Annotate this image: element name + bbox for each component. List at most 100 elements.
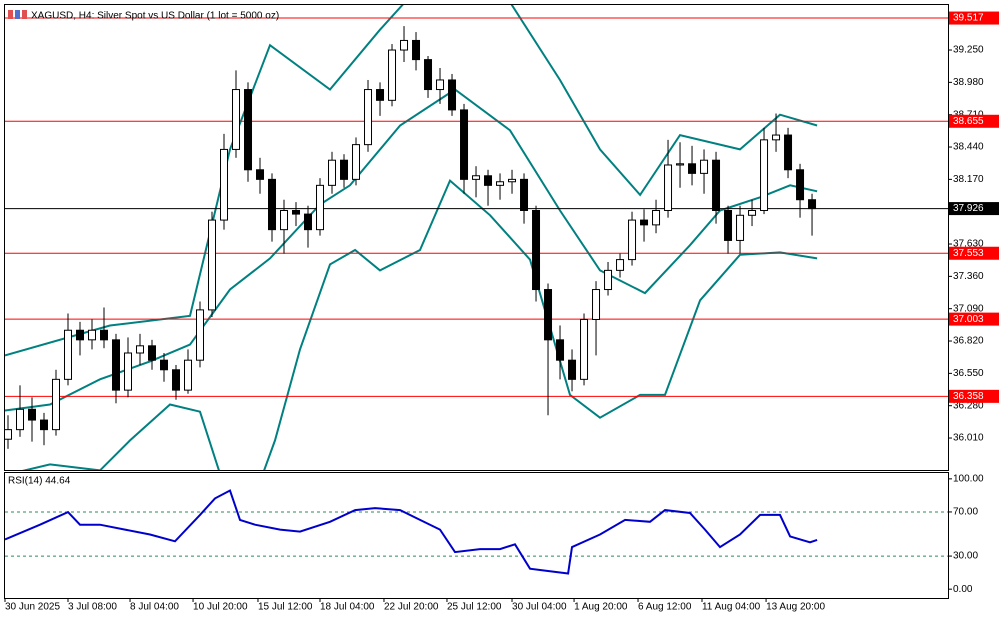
rsi-panel	[5, 489, 948, 575]
candle-body	[580, 318, 589, 380]
candle-body	[736, 214, 745, 241]
bollinger-band	[5, 88, 818, 412]
y-tick-label: 37.630	[953, 239, 984, 250]
x-tick-label: 10 Jul 20:00	[193, 602, 248, 613]
candle-body	[124, 352, 133, 391]
axes: 39.25038.98038.71038.44038.17037.63037.3…	[4, 11, 999, 613]
rsi-label: RSI(14) 44.64	[8, 476, 71, 487]
candle-body	[256, 169, 265, 180]
candle-body	[352, 144, 361, 180]
candle-body	[568, 359, 577, 380]
y-tick-label: 38.170	[953, 174, 984, 185]
x-tick-label: 15 Jul 12:00	[258, 602, 313, 613]
level-label: 37.003	[953, 314, 984, 325]
candle-body	[664, 164, 673, 211]
y-tick-label: 36.550	[953, 368, 984, 379]
x-tick-label: 30 Jul 04:00	[512, 602, 567, 613]
candle-body	[160, 359, 169, 371]
candle-body	[724, 209, 733, 241]
candle-body	[388, 49, 397, 101]
candle-body	[64, 329, 73, 380]
level-label: 36.358	[953, 391, 984, 402]
x-tick-label: 3 Jul 08:00	[68, 602, 117, 613]
x-tick-label: 11 Aug 04:00	[702, 602, 761, 613]
y-tick-label: 0.00	[953, 584, 973, 595]
candle-body	[496, 181, 505, 186]
level-label-box	[949, 246, 999, 260]
y-tick-label: 39.250	[953, 45, 984, 56]
candle-body	[532, 209, 541, 291]
level-label: 37.553	[953, 248, 984, 259]
candle-body	[5, 429, 13, 440]
candle-body	[424, 59, 433, 91]
bollinger-band	[22, 178, 818, 470]
candle-body	[412, 39, 421, 61]
main-panel	[5, 5, 948, 470]
candle-body	[604, 269, 613, 291]
candle-body	[748, 209, 757, 216]
candle-body	[640, 219, 649, 226]
level-label: 38.655	[953, 116, 984, 127]
y-tick-label: 100.00	[953, 473, 984, 484]
x-tick-label: 13 Aug 20:00	[766, 602, 825, 613]
y-tick-label: 37.360	[953, 271, 984, 282]
candle-body	[268, 178, 277, 231]
candle-body	[508, 178, 517, 183]
rsi-line	[5, 489, 818, 575]
level-label-box	[949, 389, 999, 403]
candle-body	[316, 184, 325, 231]
candle-body	[112, 339, 121, 391]
candle-body	[292, 209, 301, 215]
candle-body	[328, 159, 337, 186]
last-price-label: 37.926	[953, 203, 984, 214]
candle-body	[712, 159, 721, 211]
candle-body	[88, 329, 97, 341]
candle-body	[76, 329, 85, 341]
x-tick-label: 6 Aug 12:00	[638, 602, 692, 613]
candle-body	[472, 175, 481, 180]
y-tick-label: 30.00	[953, 551, 978, 562]
candle-body	[100, 329, 109, 341]
candle-body	[400, 39, 409, 51]
candle-body	[196, 309, 205, 361]
candle-body	[700, 159, 709, 174]
candle-body	[460, 109, 469, 180]
candle-body	[376, 89, 385, 101]
candle-body	[448, 79, 457, 111]
y-tick-label: 36.010	[953, 433, 984, 444]
candle-body	[172, 369, 181, 391]
candle-body	[796, 169, 805, 201]
x-tick-label: 22 Jul 20:00	[384, 602, 439, 613]
level-label: 39.517	[953, 13, 984, 24]
candle-body	[364, 89, 373, 146]
candle-body	[592, 289, 601, 320]
candle-body	[688, 163, 697, 174]
last-price-box	[949, 202, 999, 216]
main-frame	[4, 4, 949, 471]
level-label-box	[949, 11, 999, 25]
y-tick-label: 37.090	[953, 303, 984, 314]
candle-body	[232, 89, 241, 150]
candle-body	[784, 134, 793, 171]
y-tick-label: 38.440	[953, 142, 984, 153]
candle-body	[772, 134, 781, 141]
candle-body	[340, 159, 349, 180]
level-label-box	[949, 114, 999, 128]
candle-body	[652, 209, 661, 226]
level-label-box	[949, 312, 999, 326]
candle-body	[220, 148, 229, 221]
y-tick-label: 36.820	[953, 336, 984, 347]
candle-body	[484, 175, 493, 186]
x-tick-label: 1 Aug 20:00	[574, 602, 628, 613]
candle-body	[148, 345, 157, 361]
candle-body	[520, 178, 529, 211]
x-tick-label: 8 Jul 04:00	[130, 602, 179, 613]
candle-body	[16, 408, 25, 431]
candle-body	[184, 359, 193, 391]
candle-body	[436, 79, 445, 91]
x-tick-label: 25 Jul 12:00	[447, 602, 502, 613]
candle-body	[304, 213, 313, 231]
candle-body	[676, 163, 685, 166]
